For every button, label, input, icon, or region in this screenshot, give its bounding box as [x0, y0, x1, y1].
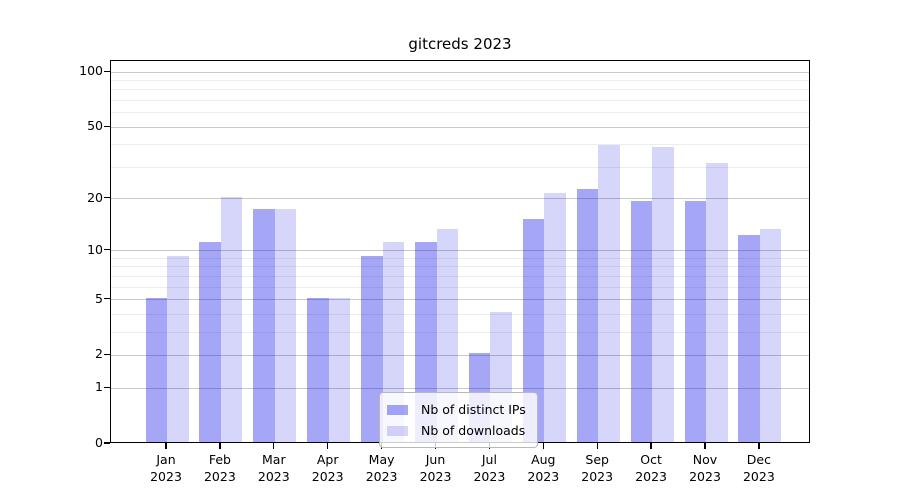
gridline-minor-4: [111, 313, 809, 315]
x-tick-label-oct: Oct 2023: [635, 452, 667, 484]
y-tick-label-2: 2: [95, 346, 103, 362]
x-tick-label-aug: Aug 2023: [527, 452, 560, 484]
x-tick-mark-nov: [704, 443, 706, 449]
gridline-major-50: [111, 126, 809, 128]
legend-swatch-distinct-ips: [387, 404, 408, 415]
plot-area: [110, 60, 810, 443]
bar-ips-feb: [199, 241, 221, 442]
bar-downloads-nov: [706, 162, 728, 442]
x-tick-mark-apr: [327, 443, 329, 449]
bar-ips-nov: [684, 200, 706, 442]
x-tick-mark-feb: [219, 443, 221, 449]
bar-ips-jun: [415, 241, 437, 442]
y-tick-label-1: 1: [95, 379, 103, 395]
gridline-minor-8: [111, 266, 809, 268]
x-tick-label-nov: Nov 2023: [689, 452, 721, 484]
x-tick-mark-jan: [165, 443, 167, 449]
x-tick-label-dec: Dec 2023: [742, 452, 775, 484]
gridline-minor-40: [111, 144, 809, 146]
x-tick-mark-sep: [596, 443, 598, 449]
x-tick-label-may: May 2023: [365, 452, 398, 484]
x-tick-label-jun: Jun 2023: [419, 452, 452, 484]
bar-downloads-oct: [652, 146, 674, 442]
legend-label-downloads: Nb of downloads: [421, 423, 526, 438]
y-tick-mark-5: [103, 297, 110, 300]
bar-ips-jan: [145, 297, 167, 442]
y-tick-label-100: 100: [79, 63, 103, 79]
y-tick-mark-50: [103, 125, 110, 127]
x-tick-label-feb: Feb 2023: [203, 452, 236, 484]
gridline-minor-90: [111, 80, 809, 82]
gridline-major-2: [111, 354, 809, 356]
gridline-minor-6: [111, 286, 809, 288]
bar-downloads-aug: [544, 192, 566, 442]
gridline-major-100: [111, 71, 809, 73]
gridline-major-5: [111, 299, 809, 301]
bar-ips-oct: [630, 200, 653, 442]
bar-downloads-sep: [598, 144, 620, 442]
chart-title: gitcreds 2023: [408, 35, 512, 53]
y-tick-mark-0: [103, 442, 110, 444]
gridline-minor-7: [111, 275, 809, 277]
legend-item-distinct-ips: Nb of distinct IPs: [387, 399, 526, 420]
x-tick-label-jul: Jul 2023: [473, 452, 506, 484]
x-tick-mark-oct: [650, 443, 652, 449]
x-tick-label-jan: Jan 2023: [150, 452, 182, 484]
bar-downloads-dec: [759, 229, 782, 442]
x-tick-label-apr: Apr 2023: [311, 452, 344, 484]
bar-downloads-feb: [220, 196, 243, 442]
y-tick-mark-100: [103, 70, 110, 72]
y-tick-label-20: 20: [87, 189, 103, 205]
legend-item-downloads: Nb of downloads: [387, 420, 526, 441]
gridline-minor-9: [111, 257, 809, 259]
y-tick-label-0: 0: [95, 435, 103, 450]
bar-downloads-may: [382, 241, 405, 442]
y-tick-label-10: 10: [87, 241, 103, 257]
y-tick-mark-10: [103, 249, 110, 251]
legend-swatch-downloads: [387, 425, 408, 436]
bar-ips-apr: [307, 297, 329, 442]
y-tick-mark-20: [103, 197, 110, 199]
bar-ips-may: [361, 256, 383, 442]
x-tick-label-mar: Mar 2023: [257, 452, 290, 484]
gridline-minor-80: [111, 89, 809, 91]
gridline-minor-60: [111, 112, 809, 114]
gridline-minor-3: [111, 331, 809, 333]
legend: Nb of distinct IPs Nb of downloads: [379, 392, 538, 448]
x-tick-mark-aug: [542, 443, 544, 449]
bar-downloads-jun: [436, 229, 458, 442]
x-tick-mark-mar: [273, 443, 275, 449]
gridline-minor-70: [111, 100, 809, 102]
bar-ips-aug: [522, 218, 545, 442]
x-tick-mark-dec: [758, 443, 760, 449]
y-tick-label-50: 50: [87, 118, 103, 134]
bar-downloads-jan: [167, 256, 189, 442]
gridline-major-1: [111, 387, 809, 389]
gridline-major-10: [111, 250, 809, 252]
gridline-minor-30: [111, 166, 809, 168]
bar-ips-mar: [253, 209, 275, 442]
gridline-major-20: [111, 198, 809, 200]
legend-label-distinct-ips: Nb of distinct IPs: [421, 402, 526, 417]
x-tick-label-sep: Sep 2023: [581, 452, 614, 484]
y-tick-mark-1: [103, 386, 110, 388]
y-tick-mark-2: [103, 353, 110, 356]
bar-downloads-apr: [328, 297, 351, 442]
y-tick-label-5: 5: [95, 290, 103, 306]
bar-ips-sep: [576, 189, 599, 442]
bar-ips-dec: [738, 235, 760, 442]
bar-downloads-mar: [274, 209, 297, 442]
